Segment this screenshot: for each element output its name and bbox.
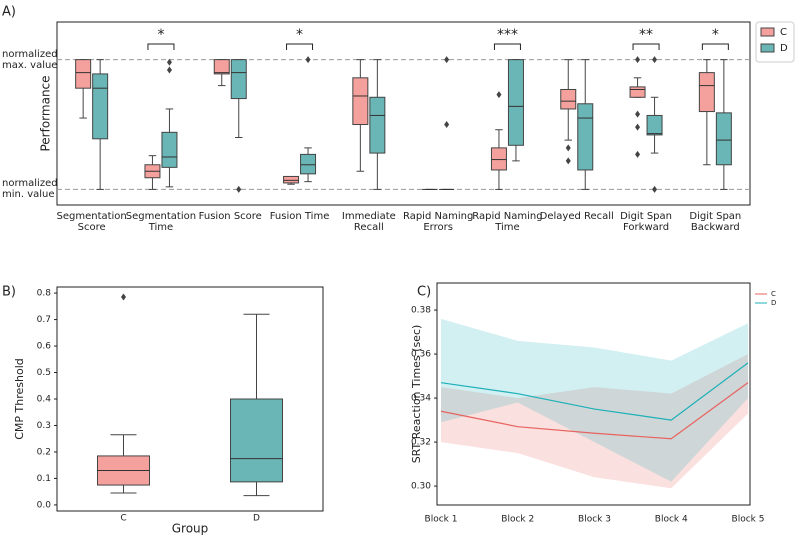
y-tick-label: normalized min. value [2, 178, 58, 201]
box [213, 59, 230, 75]
y-tick-label: 0.5 [37, 368, 51, 378]
significance-bracket [701, 43, 729, 50]
box [560, 88, 577, 110]
box [629, 86, 646, 98]
y-tick-label: 0.32 [411, 438, 431, 448]
x-tick-label: Block 4 [655, 515, 688, 525]
plot-frame [436, 282, 751, 506]
outlier [652, 56, 658, 64]
y-tick-label: normalized max. value [2, 48, 58, 71]
x-tick-label: Fusion Time [269, 211, 330, 222]
outlier [166, 66, 172, 74]
outlier [635, 123, 641, 131]
legend-label: C [780, 27, 787, 38]
box [230, 398, 283, 483]
y-tick-label: 0.6 [37, 342, 52, 352]
panel-label: A) [2, 5, 16, 20]
significance-label: * [157, 27, 164, 43]
y-tick-label: 0.34 [411, 394, 431, 404]
y-tick-label: 0.2 [37, 447, 51, 457]
x-tick-label: Segmentation Time [125, 211, 197, 233]
legend-swatch [760, 43, 775, 53]
legend-label: C [771, 290, 776, 298]
plot-frame [56, 286, 324, 512]
y-tick-label: 0.3 [37, 421, 51, 431]
box [352, 77, 369, 126]
box [75, 59, 92, 89]
x-tick-label: Immediate Recall [341, 211, 396, 233]
x-tick-label: Block 1 [425, 515, 458, 525]
significance-bracket [493, 43, 521, 50]
x-tick-label: Rapid Naming Errors [402, 211, 474, 233]
y-tick-label: 0.8 [37, 289, 52, 299]
significance-bracket [286, 43, 314, 50]
y-axis-label: Performance [39, 75, 53, 151]
outlier [166, 58, 172, 66]
x-tick-label: Digit Span Forkward [620, 211, 672, 233]
outlier [305, 56, 311, 64]
x-tick-label: Block 3 [578, 515, 611, 525]
outlier [635, 150, 641, 158]
x-tick-label: Block 2 [501, 515, 534, 525]
legend-swatch [760, 27, 775, 37]
box [300, 153, 317, 175]
x-tick-label: Delayed Recall [539, 211, 614, 222]
significance-label: * [712, 27, 719, 43]
x-tick-label: C [120, 514, 126, 524]
box [490, 147, 507, 171]
outlier [635, 110, 641, 118]
plot-frame [56, 21, 751, 206]
line [440, 382, 749, 440]
outlier [444, 56, 450, 64]
significance-label: * [296, 27, 303, 43]
significance-bracket [147, 43, 175, 50]
box [369, 96, 386, 154]
legend-label: D [780, 43, 788, 54]
significance-label: ** [639, 27, 653, 43]
x-tick-label: Rapid Naming Time [472, 211, 543, 233]
box [161, 131, 178, 168]
significance-label: *** [497, 27, 518, 43]
box [92, 73, 109, 140]
y-tick-label: 0.4 [37, 395, 52, 405]
box [715, 112, 732, 166]
box [698, 72, 715, 113]
box [646, 114, 663, 136]
box [577, 103, 594, 171]
y-tick-label: 0.36 [411, 350, 431, 360]
x-tick-label: Block 5 [732, 515, 765, 525]
x-tick-label: Digit Span Backward [689, 211, 742, 233]
outlier [236, 185, 242, 193]
x-tick-label: Segmentation Score [56, 211, 127, 233]
panel-label: C) [417, 285, 431, 300]
outlier [565, 157, 571, 165]
y-tick-label: 0.30 [411, 482, 431, 492]
y-tick-label: 0.38 [411, 306, 431, 316]
y-axis-label: SRT Reaction Times (sec) [410, 325, 423, 464]
outlier [121, 293, 126, 301]
outlier [444, 121, 450, 129]
confidence-band [441, 318, 748, 482]
x-axis-label: Group [172, 522, 209, 536]
box [230, 59, 247, 100]
line [440, 362, 749, 421]
box [283, 175, 300, 184]
y-axis-label: CMP Threshold [13, 358, 26, 440]
significance-bracket [632, 43, 660, 50]
y-tick-label: 0.1 [37, 474, 51, 484]
panel-label: B) [2, 285, 16, 300]
outlier [496, 91, 502, 99]
confidence-band [441, 354, 748, 489]
x-tick-label: Fusion Score [198, 211, 262, 222]
y-tick-label: 0.7 [37, 315, 51, 325]
box [507, 59, 524, 146]
outlier [565, 144, 571, 152]
x-tick-label: D [253, 514, 260, 524]
y-tick-label: 0.0 [37, 500, 52, 510]
outlier [652, 185, 658, 193]
legend-label: D [771, 299, 776, 307]
outlier [635, 56, 641, 64]
